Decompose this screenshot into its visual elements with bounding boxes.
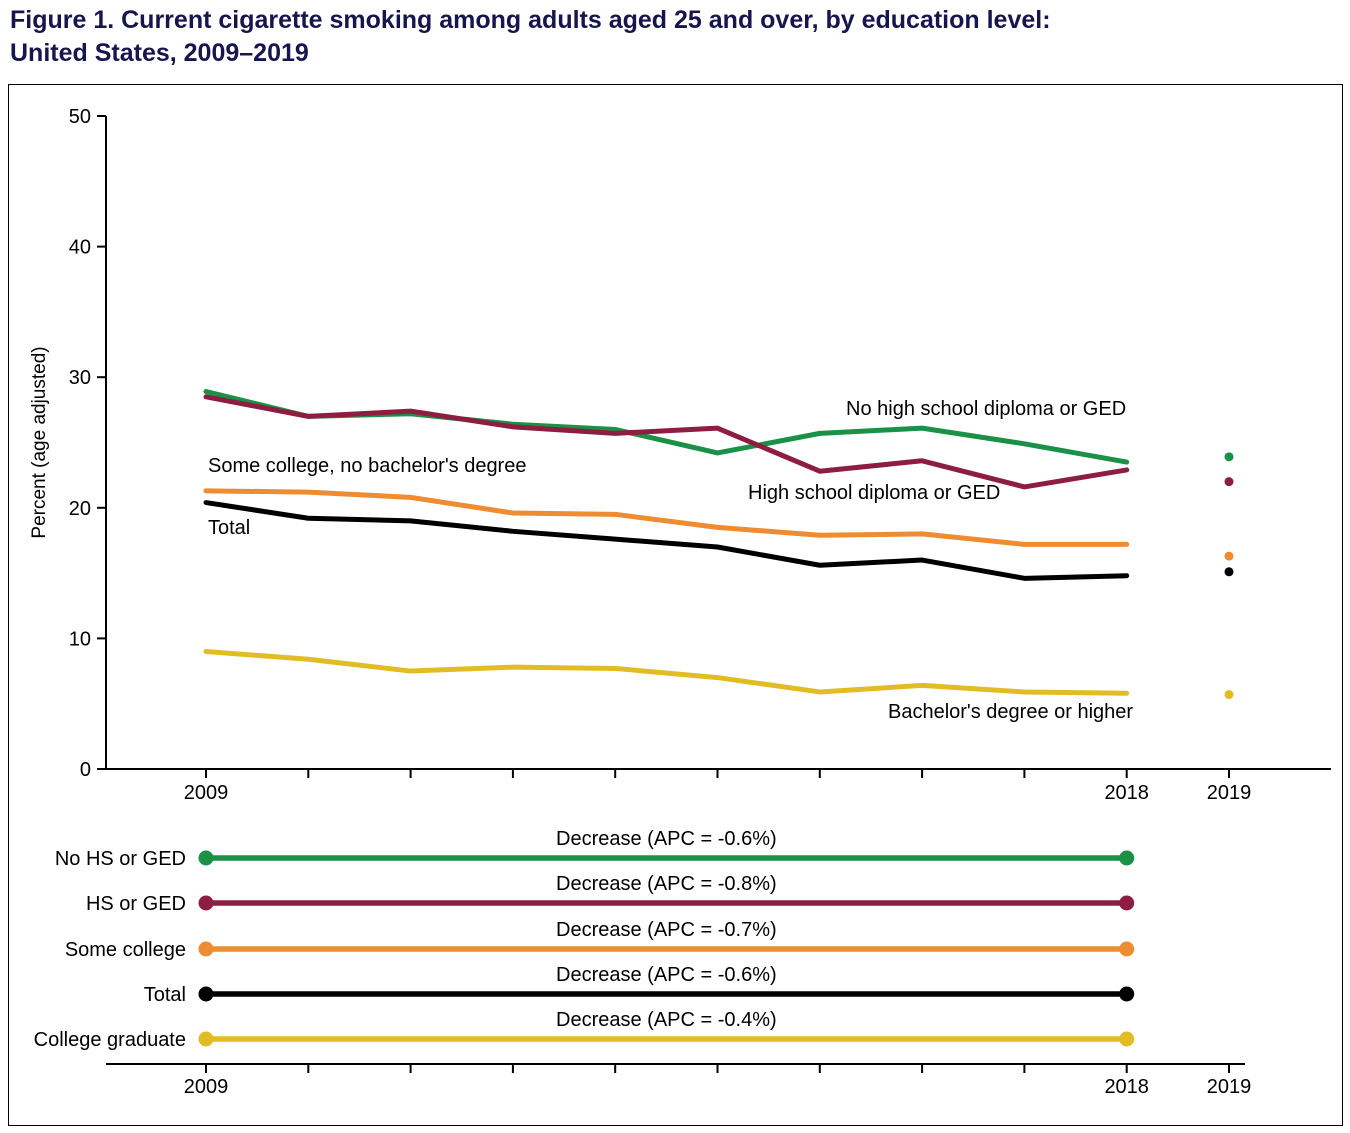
- figure-title-line1: Figure 1. Current cigarette smoking amon…: [10, 6, 1051, 34]
- series-line-hs: [203, 394, 1130, 490]
- trend-dot-start-some_college: [198, 941, 214, 957]
- y-tick-label: 20: [69, 498, 91, 520]
- trend-row-label-no_hs: No HS or GED: [55, 848, 186, 870]
- trend-dot-end-no_hs: [1119, 850, 1135, 866]
- series-2019-dot-college_grad: [1224, 690, 1234, 700]
- series-2019-dot-total: [1224, 567, 1234, 577]
- trend-x-tick-label: 2019: [1207, 1076, 1252, 1098]
- trend-row-label-total: Total: [144, 984, 186, 1006]
- x-tick-label: 2019: [1207, 782, 1252, 804]
- series-label-college_grad: Bachelor's degree or higher: [888, 701, 1133, 723]
- series-line-college_grad: [203, 648, 1130, 696]
- trend-dot-start-college_grad: [198, 1031, 214, 1047]
- x-tick-label: 2018: [1104, 782, 1149, 804]
- series-line-some_college: [203, 488, 1130, 547]
- series-label-hs: High school diploma or GED: [748, 482, 1000, 504]
- series-2019-dot-some_college: [1224, 551, 1234, 561]
- y-tick-label: 30: [69, 367, 91, 389]
- series-line-total: [203, 500, 1130, 581]
- y-tick-label: 50: [69, 106, 91, 128]
- trend-x-tick-label: 2018: [1104, 1076, 1149, 1098]
- figure-title: Figure 1. Current cigarette smoking amon…: [10, 4, 1051, 69]
- series-label-some_college: Some college, no bachelor's degree: [208, 455, 526, 477]
- chart-container: 0 10 20 30 40 50 Percent (age adjusted) 2009 201…: [8, 84, 1343, 1126]
- trend-dot-end-college_grad: [1119, 1031, 1135, 1047]
- series-label-no_hs: No high school diploma or GED: [846, 398, 1126, 420]
- line-chart-svg: 0 10 20 30 40 50 Percent (age adjusted) 2009 201…: [29, 106, 1331, 1098]
- trend-row-label-some_college: Some college: [65, 939, 186, 961]
- trend-dot-start-total: [198, 986, 214, 1002]
- trend-dot-end-some_college: [1119, 941, 1135, 957]
- y-axis-title: Percent (age adjusted): [29, 346, 50, 538]
- y-tick-label: 0: [80, 759, 91, 781]
- trend-annotation-college_grad: Decrease (APC = -0.4%): [556, 1009, 777, 1031]
- trend-dot-end-total: [1119, 986, 1135, 1002]
- trend-annotation-some_college: Decrease (APC = -0.7%): [556, 919, 777, 941]
- trend-dot-start-hs: [198, 895, 214, 911]
- trend-dot-end-hs: [1119, 895, 1135, 911]
- trend-row-label-college_grad: College graduate: [34, 1029, 186, 1051]
- series-2019-dot-hs: [1224, 477, 1234, 487]
- trend-x-tick-label: 2009: [184, 1076, 229, 1098]
- figure-title-line2: United States, 2009–2019: [10, 38, 309, 67]
- x-tick-label: 2009: [184, 782, 229, 804]
- trend-dot-start-no_hs: [198, 850, 214, 866]
- series-2019-dot-no_hs: [1224, 452, 1234, 462]
- trend-annotation-no_hs: Decrease (APC = -0.6%): [556, 828, 777, 850]
- trend-annotation-hs: Decrease (APC = -0.8%): [556, 873, 777, 895]
- trend-row-label-hs: HS or GED: [86, 893, 186, 915]
- y-tick-label: 40: [69, 237, 91, 259]
- y-tick-label: 10: [69, 628, 91, 650]
- series-label-total: Total: [208, 517, 250, 539]
- trend-annotation-total: Decrease (APC = -0.6%): [556, 964, 777, 986]
